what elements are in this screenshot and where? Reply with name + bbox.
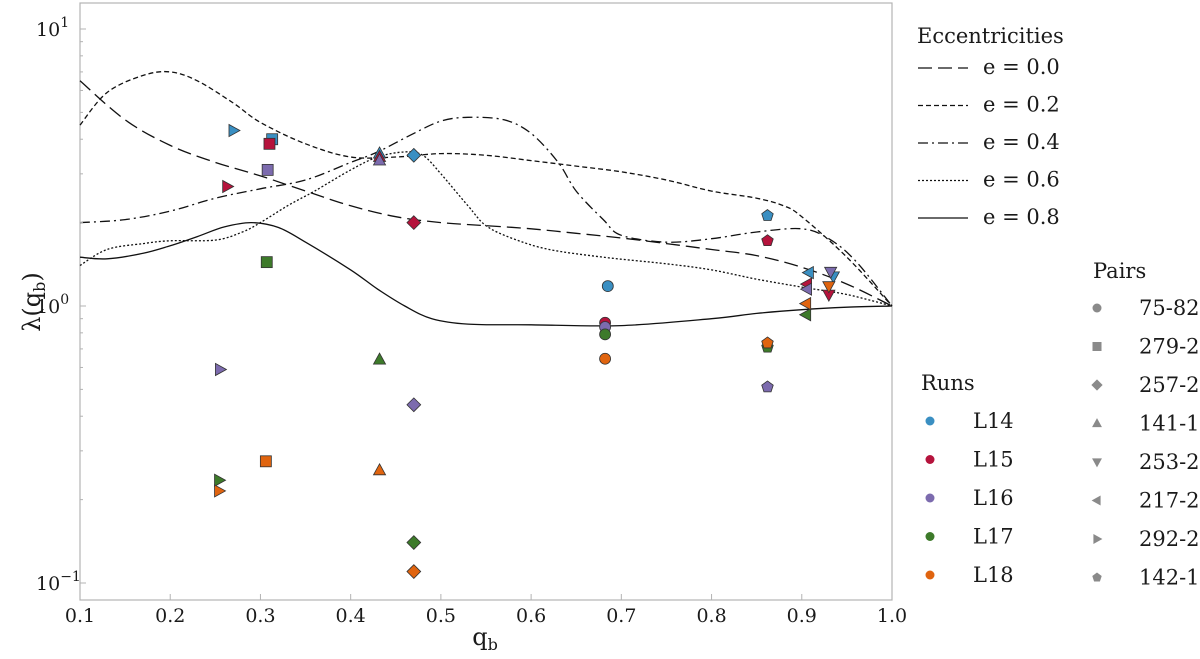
legend-pair-label: 75-82 (1139, 296, 1200, 320)
legend-run-swatch (925, 570, 935, 580)
data-point-L17-75-82 (599, 328, 611, 341)
data-point-L14-142-144 (761, 209, 774, 221)
legend-pair-label: 292-290 (1139, 527, 1200, 551)
legend-pair-label: 253-254 (1139, 450, 1200, 474)
legend-pair-marker (1093, 534, 1103, 544)
x-tick-label: 0.9 (787, 605, 817, 627)
x-tick-label: 0.2 (155, 605, 185, 627)
data-point-L15-279-281 (263, 137, 276, 150)
data-point-L17-141-146 (372, 352, 387, 365)
y-axis-ticks: 101 100 10−1 (36, 15, 86, 595)
data-point-L14-292-290 (228, 123, 241, 138)
legend-run-swatch (925, 416, 935, 426)
legend-run-label: L15 (973, 448, 1014, 472)
legend-pair-marker (1092, 342, 1102, 351)
data-point-L16-141-146 (372, 153, 387, 166)
legend-pairs-title: Pairs (1093, 259, 1146, 283)
data-point-L17-257-260 (406, 535, 422, 550)
x-tick-label: 0.1 (65, 605, 95, 627)
x-axis-ticks: 0.1 0.2 0.3 0.4 0.5 0.6 0.7 0.8 0.9 1.0 (65, 594, 907, 627)
legend-run-swatch (925, 493, 935, 503)
data-point-L18-253-254 (822, 281, 836, 294)
legend-pair-marker (1091, 495, 1101, 506)
legend-eccentricities: Eccentricities e = 0.0 e = 0.2 e = 0.4 e = 0… (917, 24, 1064, 229)
legend-run-label: L17 (973, 525, 1014, 549)
data-point-L18-217-219 (798, 296, 812, 311)
data-point-L18-142-144 (761, 336, 774, 349)
legend-pairs: Pairs 75-82 279-281 257-260 141-146 253-254 21… (1091, 259, 1200, 590)
legend-pair-label: 279-281 (1139, 335, 1200, 359)
curve-04 (79, 116, 893, 307)
eccentricity-curves (79, 70, 893, 327)
x-tick-label: 0.4 (336, 605, 366, 627)
legend-run-swatch (925, 532, 935, 541)
data-point-L16-253-254 (823, 266, 838, 280)
data-point-L16-279-281 (261, 163, 274, 176)
data-point-L14-257-260 (406, 147, 422, 163)
data-point-L14-217-219 (801, 265, 814, 280)
legend-eccentricity-label: e = 0.8 (983, 205, 1060, 229)
data-point-L18-279-281 (259, 455, 272, 468)
data-point-L16-217-219 (799, 282, 812, 296)
legend-pair-marker (1092, 418, 1102, 428)
data-point-L18-292-290 (214, 484, 227, 498)
legend-pair-marker (1092, 572, 1102, 582)
legend-pair-marker (1092, 303, 1102, 313)
plot-frame (79, 2, 893, 601)
legend-eccentricity-label: e = 0.4 (983, 130, 1060, 154)
x-tick-label: 1.0 (877, 605, 907, 627)
curve-06 (79, 151, 893, 307)
y-axis-label: λ(qb) (18, 272, 49, 332)
x-tick-label: 0.7 (606, 605, 636, 627)
legend-eccentricity-label: e = 0.2 (983, 93, 1060, 117)
data-point-L18-257-260 (406, 564, 422, 579)
curve-00 (79, 80, 893, 307)
data-point-L15-142-144 (761, 234, 774, 247)
legend-eccentricities-title: Eccentricities (917, 24, 1064, 48)
y-tick-label: 10−1 (36, 569, 81, 595)
data-point-L16-257-260 (406, 397, 422, 413)
data-point-L17-279-281 (260, 256, 273, 269)
legend-eccentricity-label: e = 0.0 (983, 55, 1060, 79)
y-tick-label: 101 (36, 15, 69, 41)
legend-run-label: L14 (973, 409, 1014, 433)
data-point-L15-257-260 (406, 215, 422, 231)
data-point-L17-217-219 (798, 308, 812, 322)
data-point-L17-292-290 (214, 473, 227, 487)
legend-runs-title: Runs (921, 371, 975, 395)
data-point-L18-75-82 (599, 352, 611, 365)
legend-pair-marker (1092, 458, 1102, 468)
legend-runs: Runs L14 L15 L16 L17 L18 (921, 371, 1014, 587)
legend-run-label: L16 (973, 486, 1014, 510)
data-point-L15-292-290 (222, 179, 235, 194)
legend-pair-label: 257-260 (1139, 373, 1200, 397)
data-points (214, 123, 841, 579)
x-tick-label: 0.5 (426, 605, 456, 627)
y-tick-label: 100 (36, 292, 69, 318)
legend-eccentricity-label: e = 0.6 (983, 168, 1060, 192)
x-tick-label: 0.3 (245, 605, 275, 627)
legend-run-label: L18 (973, 563, 1014, 587)
data-point-L16-142-144 (761, 380, 774, 393)
legend-pair-label: 141-146 (1139, 412, 1200, 436)
data-point-L18-141-146 (372, 462, 387, 476)
x-tick-label: 0.6 (516, 605, 546, 627)
data-point-L16-292-290 (215, 362, 228, 377)
legend-pair-label: 217-219 (1139, 489, 1200, 513)
x-axis-label: qb (472, 623, 498, 654)
legend-pair-marker (1091, 379, 1103, 391)
curve-08 (79, 221, 893, 327)
x-tick-label: 0.8 (696, 605, 726, 627)
legend-pair-label: 142-144 (1139, 566, 1200, 590)
legend-run-swatch (925, 455, 935, 464)
data-point-L14-75-82 (601, 280, 614, 292)
curve-02 (79, 70, 893, 307)
